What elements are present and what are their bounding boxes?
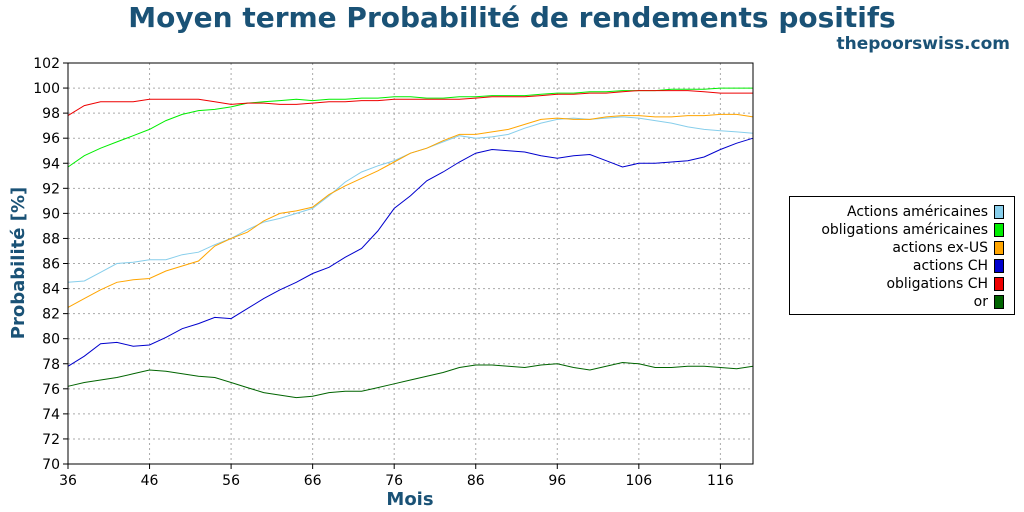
- y-axis-label: Probabilité [%]: [8, 187, 29, 339]
- x-tick-label: 86: [467, 473, 485, 489]
- y-tick-label: 88: [42, 231, 60, 247]
- x-tick-label: 46: [141, 473, 159, 489]
- y-tick-label: 82: [42, 307, 60, 323]
- x-tick-label: 36: [59, 473, 77, 489]
- chart-title: Moyen terme Probabilité de rendements po…: [128, 1, 896, 34]
- legend-label: obligations CH: [886, 276, 988, 292]
- legend-item: or: [974, 293, 1004, 311]
- y-tick-label: 78: [42, 357, 60, 373]
- legend-item: actions ex-US: [892, 239, 1004, 257]
- x-tick-label: 76: [385, 473, 403, 489]
- series-line-obligations-am-ricaines: [67, 87, 753, 168]
- x-axis-label: Mois: [386, 489, 433, 510]
- series-line-actions-am-ricaines: [67, 116, 754, 283]
- y-tick-label: 84: [42, 282, 60, 298]
- x-tick-label: 106: [625, 473, 652, 489]
- gridlines: [68, 63, 753, 464]
- y-tick-label: 96: [42, 131, 60, 147]
- brand-label: thepoorswiss.com: [836, 34, 1011, 54]
- legend-swatch: [994, 241, 1004, 255]
- y-tick-label: 100: [33, 81, 60, 97]
- y-tick-label: 72: [42, 432, 60, 448]
- y-tick-label: 76: [42, 382, 60, 398]
- series-line-actions-ch: [67, 137, 754, 367]
- y-tick-label: 98: [42, 106, 60, 122]
- y-ticks: 70 72 74 76 78 80 82 84 86 88 90 92 94 96 98 100 102: [33, 56, 68, 473]
- x-tick-label: 66: [304, 473, 322, 489]
- legend-item: obligations américaines: [821, 221, 1004, 239]
- y-tick-label: 86: [42, 257, 60, 273]
- legend-label: actions ex-US: [892, 240, 988, 256]
- series-line-or: [67, 361, 754, 399]
- series-lines: [67, 87, 754, 399]
- y-tick-label: 102: [33, 56, 60, 72]
- legend-label: or: [973, 294, 988, 310]
- legend-label: Actions américaines: [846, 204, 988, 220]
- legend-swatch: [994, 205, 1004, 219]
- legend: Actions américaines obligations américain…: [789, 196, 1015, 315]
- series-line-obligations-ch: [67, 90, 753, 117]
- series-line-actions-ex-us: [67, 113, 754, 308]
- x-tick-label: 116: [707, 473, 734, 489]
- y-tick-label: 80: [42, 332, 60, 348]
- legend-label: obligations américaines: [821, 222, 988, 238]
- legend-item: Actions américaines: [847, 203, 1004, 221]
- legend-swatch: [994, 295, 1004, 309]
- y-tick-label: 70: [42, 457, 60, 473]
- y-tick-label: 92: [42, 181, 60, 197]
- x-ticks: 36 46 56 66 76 86 96 106 116: [59, 464, 734, 489]
- y-tick-label: 90: [42, 206, 60, 222]
- y-tick-label: 74: [42, 407, 60, 423]
- legend-label: actions CH: [912, 258, 988, 274]
- legend-item: actions CH: [913, 257, 1004, 275]
- legend-swatch: [994, 223, 1004, 237]
- legend-swatch: [994, 277, 1004, 291]
- y-tick-label: 94: [42, 156, 60, 172]
- plot-frame: [67, 62, 754, 465]
- x-tick-label: 96: [548, 473, 566, 489]
- legend-swatch: [994, 259, 1004, 273]
- x-tick-label: 56: [222, 473, 240, 489]
- legend-item: obligations CH: [886, 275, 1004, 293]
